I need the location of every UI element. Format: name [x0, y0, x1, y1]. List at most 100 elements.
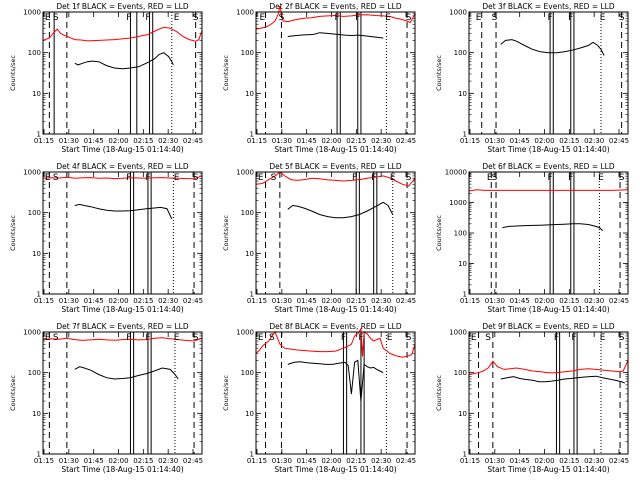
- y-tick-label: 100: [28, 49, 41, 57]
- x-axis-title: Start Time (18-Aug-15 01:14:40): [274, 465, 396, 474]
- event-marker-label: E: [258, 173, 264, 183]
- y-tick-label: 1: [463, 131, 467, 139]
- x-tick-label: 01:30: [272, 457, 292, 465]
- events-series-line: [74, 203, 173, 220]
- event-marker-label: F: [547, 13, 552, 23]
- x-tick-label: 02:45: [396, 457, 416, 465]
- panel-det-9: Det 9f BLACK = Events, RED = LLD 1 10 100 10…: [435, 322, 629, 474]
- event-marker-label: S: [53, 333, 59, 343]
- y-tick-label: 1: [37, 451, 41, 459]
- x-tick-label: 02:45: [183, 137, 203, 145]
- x-tick-label: 01:15: [460, 297, 480, 305]
- y-tick-label: 10: [458, 90, 467, 98]
- event-marker-label: E: [600, 13, 606, 23]
- panel-det-2: Det 2f BLACK = Events, RED = LLD 1 10 100 10…: [222, 2, 416, 154]
- y-tick-label: 1000: [449, 329, 467, 337]
- x-axis-title: Start Time (18-Aug-15 01:14:40): [274, 145, 396, 154]
- plot-frame: [255, 171, 416, 295]
- plot-frame: [42, 171, 203, 295]
- event-marker-label: E: [476, 13, 482, 23]
- x-tick-label: 01:45: [297, 137, 317, 145]
- y-tick-label: 100: [241, 209, 254, 217]
- x-tick-label: 01:45: [297, 297, 317, 305]
- event-marker-label: F: [554, 333, 559, 343]
- event-marker-label: F: [334, 13, 339, 23]
- event-marker-label: E: [387, 333, 393, 343]
- y-tick-label: 1000: [449, 9, 467, 17]
- events-series-line: [287, 201, 394, 219]
- x-tick-label: 02:45: [396, 137, 416, 145]
- y-tick-label: 1000: [236, 9, 254, 17]
- event-marker-label: E: [45, 333, 51, 343]
- x-axis-title: Start Time (18-Aug-15 01:14:40): [61, 305, 183, 314]
- lld-series-line: [468, 189, 629, 192]
- x-tick-label: 01:15: [34, 457, 54, 465]
- y-tick-label: 100: [454, 49, 467, 57]
- events-series-line: [287, 32, 384, 39]
- lld-series-line: [42, 26, 203, 42]
- event-marker-label: S: [53, 13, 59, 23]
- x-tick-label: 02:00: [321, 137, 341, 145]
- x-tick-label: 01:45: [510, 137, 530, 145]
- panel-det-3: Det 3f BLACK = Events, RED = LLD 1 10 100 10…: [435, 2, 629, 154]
- y-tick-label: 10: [245, 410, 254, 418]
- y-tick-label: 100: [454, 230, 467, 238]
- x-axis-title: Start Time (18-Aug-15 01:14:40): [487, 145, 609, 154]
- panel-title: Det 9f BLACK = Events, RED = LLD: [482, 322, 615, 331]
- event-marker-label: F: [145, 173, 150, 183]
- x-tick-label: 02:00: [534, 137, 554, 145]
- event-marker-label: E: [598, 173, 604, 183]
- panel-det-6: Det 6f BLACK = Events, RED = LLD 1 10 100 10…: [435, 162, 629, 314]
- panel-det-4: Det 4f BLACK = Events, RED = LLD 1 10 100 10…: [9, 162, 203, 314]
- lld-series-line: [255, 5, 416, 30]
- event-marker-label: S: [492, 173, 498, 183]
- x-tick-label: 02:45: [396, 297, 416, 305]
- x-tick-label: 01:30: [485, 137, 505, 145]
- y-axis-title: Counts/sec: [222, 215, 230, 251]
- plot-frame: [468, 11, 629, 135]
- y-tick-label: 1000: [23, 9, 41, 17]
- event-marker-label: S: [619, 333, 625, 343]
- event-marker-label: E: [487, 173, 493, 183]
- event-marker-label: E: [174, 173, 180, 183]
- lld-series-line: [255, 171, 416, 187]
- x-tick-label: 02:15: [559, 297, 579, 305]
- plot-frame: [468, 171, 629, 295]
- event-marker-label: E: [174, 13, 180, 23]
- x-tick-label: 02:30: [371, 137, 391, 145]
- events-series-line: [500, 39, 605, 56]
- event-marker-label: S: [406, 173, 412, 183]
- x-axis-title: Start Time (18-Aug-15 01:14:40): [61, 465, 183, 474]
- event-marker-label: F: [568, 13, 573, 23]
- x-tick-label: 01:30: [272, 297, 292, 305]
- event-marker-label: E: [174, 333, 180, 343]
- events-series-line: [74, 366, 179, 380]
- y-tick-label: 100: [454, 369, 467, 377]
- y-tick-label: 1: [250, 131, 254, 139]
- x-tick-label: 02:00: [108, 297, 128, 305]
- event-marker-label: S: [193, 333, 199, 343]
- x-tick-label: 02:15: [346, 137, 366, 145]
- x-tick-label: 01:15: [247, 137, 267, 145]
- y-tick-label: 1000: [23, 169, 41, 177]
- y-tick-label: 1: [37, 291, 41, 299]
- x-tick-label: 01:15: [34, 297, 54, 305]
- y-tick-label: 10: [458, 410, 467, 418]
- x-tick-label: 02:00: [534, 457, 554, 465]
- event-marker-label: F: [126, 13, 131, 23]
- event-marker-label: E: [260, 13, 266, 23]
- x-tick-label: 02:15: [133, 137, 153, 145]
- x-tick-label: 02:15: [559, 457, 579, 465]
- x-tick-label: 01:30: [59, 297, 79, 305]
- event-marker-label: E: [600, 333, 606, 343]
- events-series-line: [500, 375, 626, 384]
- x-tick-label: 02:45: [183, 297, 203, 305]
- events-series-line: [502, 223, 603, 231]
- events-series-line: [287, 359, 384, 402]
- plot-frame: [42, 331, 203, 455]
- y-tick-label: 10: [32, 410, 41, 418]
- event-marker-label: F: [341, 333, 346, 343]
- x-tick-label: 02:00: [534, 297, 554, 305]
- plot-frame: [255, 11, 416, 135]
- x-tick-label: 02:30: [371, 297, 391, 305]
